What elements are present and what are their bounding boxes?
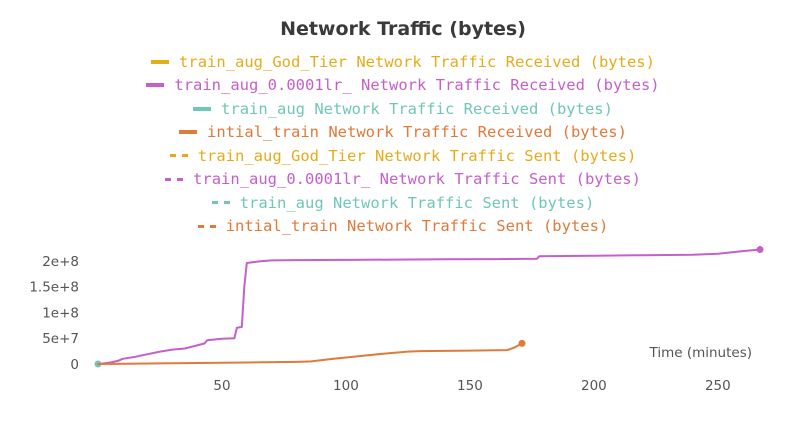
series-end-point <box>518 339 526 347</box>
legend-label: train_aug Network Traffic Received (byte… <box>221 99 613 118</box>
legend-label: train_aug_0.0001lr_ Network Traffic Rece… <box>174 76 660 95</box>
legend-item[interactable]: train_aug_0.0001lr_ Network Traffic Sent… <box>0 168 806 192</box>
x-tick-label: 100 <box>333 378 359 394</box>
y-tick-label: 5e+7 <box>42 331 79 347</box>
x-axis-label: Time (minutes) <box>648 345 752 361</box>
y-tick-label: 1.5e+8 <box>29 280 79 296</box>
x-tick-label: 150 <box>457 378 483 394</box>
legend-swatch <box>146 83 165 88</box>
legend-label: train_aug_God_Tier Network Traffic Recei… <box>179 52 655 71</box>
legend-swatch <box>193 106 212 111</box>
legend-label: train_aug_0.0001lr_ Network Traffic Sent… <box>193 170 641 189</box>
legend-label: intial_train Network Traffic Received (b… <box>207 123 627 142</box>
legend-swatch <box>151 59 170 64</box>
series-line <box>97 342 523 365</box>
legend-swatch <box>165 177 184 181</box>
legend-item[interactable]: intial_train Network Traffic Sent (bytes… <box>0 215 806 239</box>
series-line <box>97 248 761 365</box>
legend-item[interactable]: train_aug_God_Tier Network Traffic Recei… <box>0 50 806 74</box>
legend-label: train_aug_God_Tier Network Traffic Sent … <box>197 146 637 165</box>
chart-legend: train_aug_God_Tier Network Traffic Recei… <box>0 50 806 238</box>
x-tick-label: 200 <box>581 378 607 394</box>
chart-title: Network Traffic (bytes) <box>280 18 526 40</box>
y-tick-label: 0 <box>70 357 79 373</box>
legend-item[interactable]: train_aug Network Traffic Received (byte… <box>0 97 806 121</box>
legend-item[interactable]: train_aug_0.0001lr_ Network Traffic Rece… <box>0 74 806 98</box>
legend-item[interactable]: train_aug Network Traffic Sent (bytes) <box>0 191 806 215</box>
legend-swatch <box>169 154 188 158</box>
legend-item[interactable]: train_aug_God_Tier Network Traffic Sent … <box>0 144 806 168</box>
y-tick-label: 2e+8 <box>42 254 79 270</box>
x-tick-label: 250 <box>705 378 731 394</box>
y-tick-label: 1e+8 <box>42 305 79 321</box>
legend-swatch <box>179 130 198 135</box>
x-tick-label: 50 <box>213 378 230 394</box>
legend-swatch <box>211 201 230 205</box>
legend-swatch <box>197 224 216 228</box>
legend-label: intial_train Network Traffic Sent (bytes… <box>225 217 609 236</box>
legend-item[interactable]: intial_train Network Traffic Received (b… <box>0 121 806 145</box>
series-end-point <box>756 246 764 254</box>
legend-label: train_aug Network Traffic Sent (bytes) <box>239 193 595 212</box>
